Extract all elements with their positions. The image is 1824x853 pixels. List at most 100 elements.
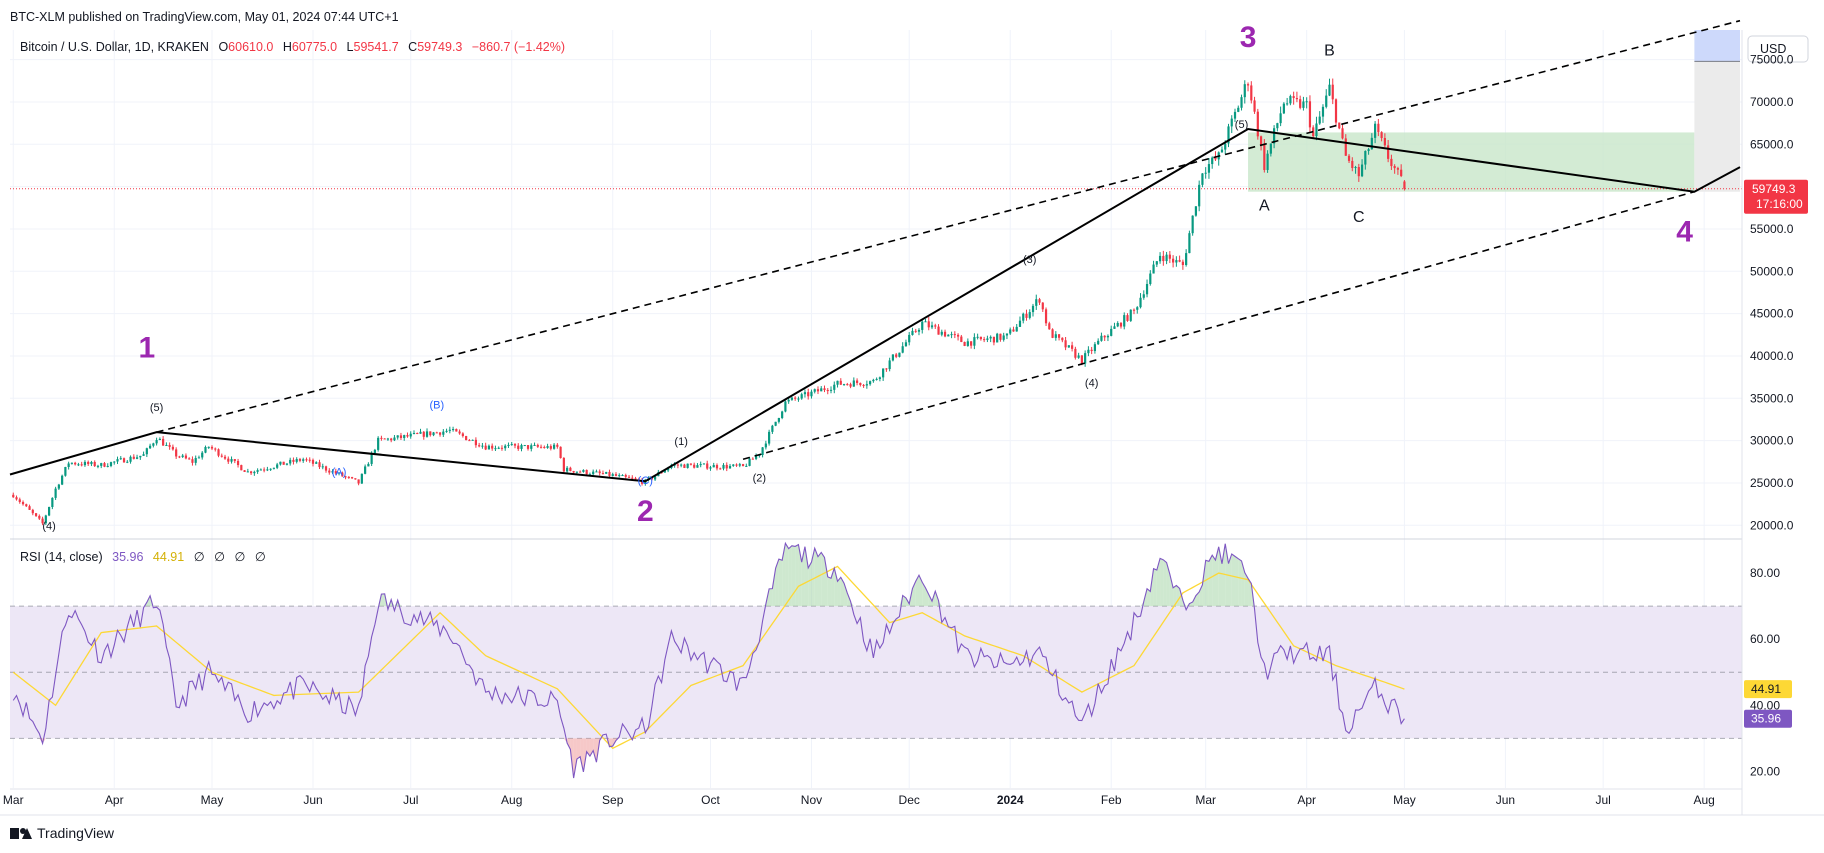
time-tick-label: Mar — [1195, 793, 1216, 807]
candle-body — [582, 469, 585, 472]
candle-body — [924, 321, 927, 323]
candle-body — [308, 459, 311, 461]
rsi-overbought-fill — [801, 546, 805, 607]
candle-body — [709, 467, 712, 469]
candle-body — [1071, 345, 1074, 349]
candle-body — [950, 334, 953, 336]
change-value: −860.7 (−1.42%) — [472, 40, 565, 54]
candle-body — [722, 464, 725, 469]
candle-body — [487, 445, 491, 450]
candle-body — [878, 377, 881, 379]
candle-body — [1250, 85, 1253, 101]
candle-body — [1383, 138, 1386, 146]
candle-body — [1299, 99, 1302, 108]
rsi-overbought-fill — [918, 575, 923, 607]
candle-body — [598, 471, 601, 474]
candle-body — [28, 506, 31, 510]
candle-body — [1318, 116, 1321, 124]
candle-body — [559, 446, 562, 459]
candle-body — [715, 465, 719, 469]
candle-body — [155, 440, 158, 444]
candle-body — [768, 431, 771, 444]
candle-body — [341, 472, 344, 477]
candle-body — [61, 475, 64, 485]
candle-body — [930, 325, 934, 328]
candle-body — [513, 444, 517, 446]
candle-body — [566, 467, 569, 472]
wave-label: (C) — [638, 475, 653, 487]
rsi-tag: 35.96 — [1744, 709, 1792, 728]
candle-body — [448, 429, 451, 431]
candle-body — [1005, 333, 1009, 336]
candle-body — [686, 463, 689, 468]
candle-body — [1292, 96, 1295, 99]
time-tick-label: Jul — [1595, 793, 1610, 807]
wave-lines — [9, 19, 1741, 483]
last-price-value: 59749.3 — [1752, 182, 1796, 196]
candlestick-series — [12, 78, 1406, 526]
candle-body — [989, 336, 992, 339]
low-value: 59541.7 — [354, 40, 399, 54]
rsi-overbought-fill — [1199, 584, 1203, 607]
price-axis[interactable]: USD 20000.0 25000.0 30000.0 35000.0 40000.0 4… — [1741, 30, 1809, 815]
rsi-overbought-fill — [788, 545, 792, 607]
candle-body — [1400, 169, 1403, 176]
wave-label: (4) — [1085, 377, 1098, 389]
candle-body — [1347, 155, 1351, 161]
rsi-legend: RSI (14, close) 35.96 44.91 ∅ ∅ ∅ ∅ — [20, 550, 266, 564]
candle-body — [754, 455, 758, 459]
candle-body — [129, 456, 132, 462]
rsi-overbought-fill — [769, 588, 773, 607]
time-tick-label: Jun — [303, 793, 322, 807]
candle-body — [90, 461, 93, 465]
tradingview-logo[interactable]: TradingView — [10, 825, 115, 841]
tv-logo-icon — [10, 828, 32, 839]
candle-body — [882, 368, 885, 378]
candle-body — [611, 474, 614, 476]
candle-body — [207, 446, 210, 448]
wave-label: 2 — [637, 495, 654, 528]
candle-body — [370, 452, 373, 464]
time-tick-label: Jun — [1496, 793, 1515, 807]
candle-body — [1084, 353, 1087, 364]
wave-labels: 1 2 3 4 (4) (5) (1) (2) (3) (4) (5) (A) (B) (C) A B C — [42, 21, 1693, 533]
candle-body — [865, 384, 868, 386]
candle-body — [386, 438, 390, 440]
candle-body — [360, 473, 363, 484]
candle-body — [836, 380, 839, 385]
candle-body — [106, 465, 109, 467]
candle-body — [455, 429, 458, 432]
candle-body — [162, 438, 165, 446]
candle-body — [442, 431, 445, 435]
candle-body — [93, 461, 96, 467]
candle-body — [510, 444, 513, 446]
candle-body — [1142, 294, 1145, 298]
rsi-pane[interactable]: RSI (14, close) 35.96 44.91 ∅ ∅ ∅ ∅ — [10, 541, 1742, 779]
candle-body — [1090, 349, 1093, 352]
time-tick-label: Apr — [1297, 793, 1316, 807]
rsi-overbought-fill — [791, 545, 796, 607]
wave-label: (5) — [1235, 119, 1248, 131]
candle-body — [1106, 335, 1110, 338]
time-axis[interactable]: Mar Apr May Jun Jul Aug Sep Oct Nov Dec 2024 Feb Mar… — [3, 788, 1742, 807]
candle-body — [113, 461, 116, 463]
rsi-tick-label: 20.00 — [1750, 764, 1780, 778]
candle-body — [158, 438, 161, 441]
candle-body — [451, 429, 455, 431]
candle-body — [191, 459, 194, 463]
candle-body — [1194, 206, 1198, 216]
candle-body — [171, 446, 175, 450]
time-tick-label: Oct — [701, 793, 720, 807]
rsi-overbought-fill — [1156, 558, 1161, 607]
wave-label: (A) — [332, 466, 347, 478]
candle-body — [259, 469, 262, 471]
candle-body — [667, 468, 670, 471]
candle-body — [1295, 98, 1299, 100]
candle-body — [777, 417, 780, 422]
candle-body — [41, 518, 44, 524]
candle-body — [1100, 335, 1103, 341]
candle-body — [367, 463, 370, 467]
rsi-overbought-fill — [1235, 556, 1239, 607]
currency-button[interactable]: USD — [1747, 35, 1809, 63]
